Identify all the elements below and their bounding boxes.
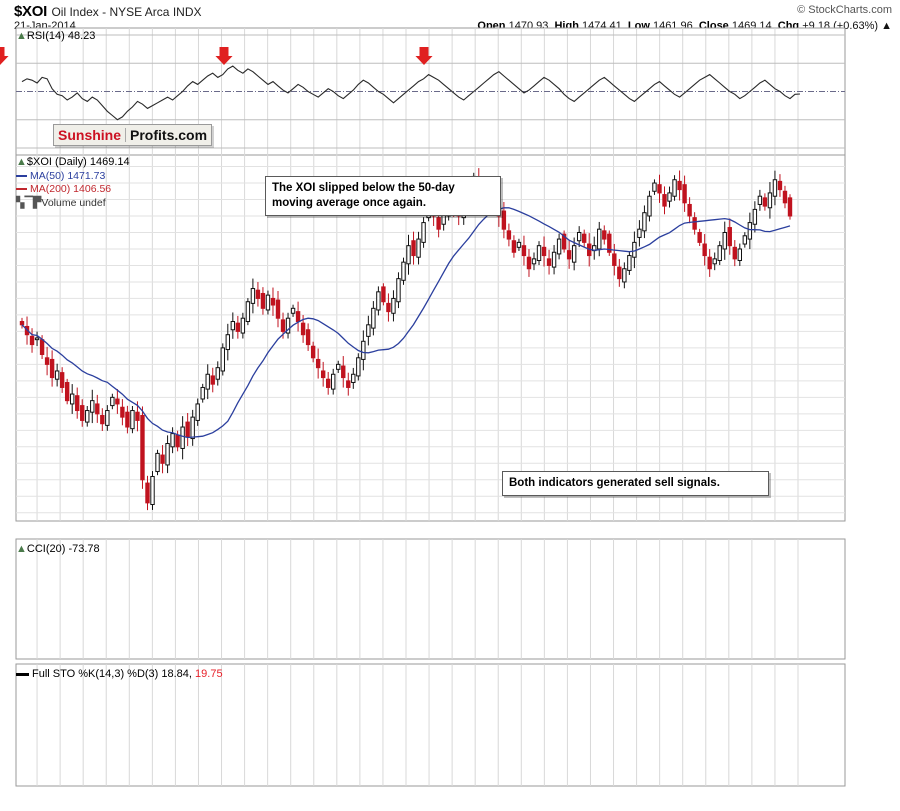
volume-legend: ▚▔▛Volume undef: [16, 196, 106, 209]
watermark-part1: Sunshine: [58, 127, 122, 143]
ma200-legend-text: MA(200) 1406.56: [30, 183, 112, 195]
volume-bars-icon: ▚▔▛: [16, 197, 42, 209]
sto-d-value: 19.75: [195, 668, 223, 680]
ma50-line: [21, 207, 791, 439]
price-callout-line-1: The XOI slipped below the 50-day: [272, 182, 455, 194]
cci-legend-text: CCI(20) -73.78: [26, 543, 100, 555]
sto-legend-prefix: Full STO %K(14,3) %D(3): [32, 668, 159, 680]
rsi-plot: [16, 34, 845, 149]
chart-header: $XOI Oil Index - NYSE Arca INDX: [14, 3, 201, 21]
indicator-callout-text: Both indicators generated sell signals.: [509, 477, 720, 489]
cci-legend: ▲CCI(20) -73.78: [16, 543, 100, 555]
price-legend: ▲$XOI (Daily) 1469.14: [16, 156, 130, 168]
ma200-swatch-icon: [16, 188, 27, 191]
price-callout: The XOI slipped below the 50-day moving …: [265, 176, 501, 216]
rsi-sell-arrows: [0, 47, 433, 65]
sto-k-value: 18.84: [161, 668, 189, 680]
rsi-legend: ▲RSI(14) 48.23: [16, 30, 96, 42]
rsi-legend-text: RSI(14) 48.23: [26, 30, 96, 42]
indicator-callout: Both indicators generated sell signals.: [502, 471, 769, 496]
ma50-legend: MA(50) 1471.73: [16, 170, 105, 182]
sto-legend: Full STO %K(14,3) %D(3) 18.84, 19.75: [16, 668, 223, 680]
price-legend-text: $XOI (Daily) 1469.14: [26, 156, 130, 168]
watermark-part2: Profits.com: [130, 127, 208, 143]
ticker-symbol: $XOI: [14, 3, 47, 20]
ma50-legend-text: MA(50) 1471.73: [30, 170, 106, 182]
sto-swatch-icon: [16, 672, 29, 676]
price-callout-line-2: moving average once again.: [272, 197, 427, 209]
sunshine-profits-watermark: Sunshine Profits.com: [53, 124, 213, 146]
ticker-description: Oil Index - NYSE Arca INDX: [51, 5, 202, 19]
watermark-divider: [125, 128, 127, 142]
volume-legend-text: Volume undef: [41, 197, 106, 209]
stockcharts-credit: © StockCharts.com: [797, 4, 892, 16]
ma200-legend: MA(200) 1406.56: [16, 183, 111, 195]
ma50-swatch-icon: [16, 175, 27, 178]
